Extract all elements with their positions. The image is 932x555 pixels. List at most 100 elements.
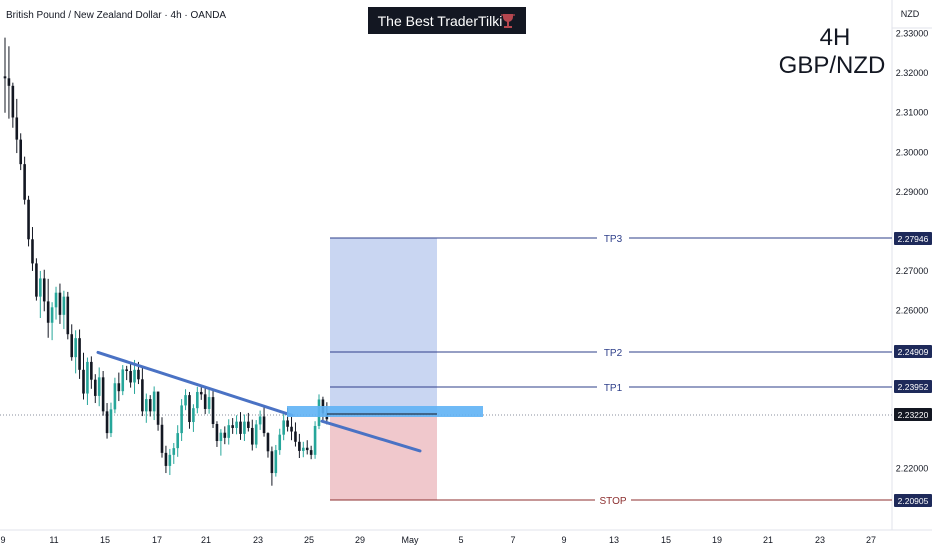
price-tick-label: 2.33000: [896, 29, 929, 39]
date-tick-label: 21: [201, 535, 211, 545]
candle-body: [250, 427, 254, 445]
candle-body: [78, 338, 81, 370]
stop-label-bg: [595, 492, 631, 508]
candle-body: [82, 369, 85, 394]
candle-body: [180, 405, 183, 434]
candle-body: [19, 139, 22, 165]
candle-body: [62, 296, 66, 315]
candle-body: [97, 377, 101, 396]
candle-body: [215, 424, 219, 442]
candle-body: [109, 409, 113, 434]
candle-body: [313, 425, 317, 455]
candle: [11, 82, 15, 128]
candle-body: [3, 76, 7, 79]
tp1-label: TP1: [604, 383, 623, 394]
brand-banner: [368, 7, 526, 34]
candle-body: [247, 421, 250, 428]
tp1-price: 2.23952: [898, 382, 929, 392]
candle: [203, 387, 207, 415]
candle: [180, 399, 183, 442]
timeframe-label: 4H: [820, 24, 851, 51]
candle-body: [282, 420, 285, 435]
candle: [42, 269, 46, 312]
price-tick-label: 2.27000: [896, 266, 929, 276]
candle: [235, 415, 238, 435]
current-price: 2.23220: [898, 410, 929, 420]
descending-trendline[interactable]: [96, 350, 294, 417]
candle: [176, 425, 179, 457]
candle-body: [39, 278, 42, 297]
candle: [39, 270, 42, 318]
candle-body: [243, 421, 246, 434]
candle: [82, 352, 85, 400]
candle: [211, 389, 215, 428]
date-tick-label: 19: [712, 535, 722, 545]
price-axis[interactable]: [892, 0, 932, 550]
candle: [129, 361, 132, 388]
candle-body: [101, 377, 105, 412]
candle: [145, 393, 148, 423]
candle-body: [7, 78, 11, 86]
candle-body: [262, 416, 266, 434]
candle-body: [294, 431, 297, 442]
stop-zone[interactable]: [330, 412, 437, 500]
currency-label: NZD: [901, 9, 920, 19]
candle: [3, 37, 7, 113]
tp3-price-badge: [894, 232, 932, 245]
candle-body: [35, 263, 38, 297]
candle: [172, 442, 176, 464]
date-tick-label: 15: [661, 535, 671, 545]
pair-label: GBP/NZD: [779, 52, 886, 79]
candle: [152, 386, 156, 421]
stop-label: STOP: [599, 496, 626, 507]
candle: [309, 445, 313, 460]
candle-body: [27, 199, 30, 240]
candle-body: [270, 451, 274, 474]
candle-body: [133, 369, 136, 383]
price-tick-label: 2.29000: [896, 187, 929, 197]
tp2-price-badge: [894, 345, 932, 358]
candle: [58, 283, 62, 324]
candle-body: [286, 420, 289, 427]
candle: [258, 410, 262, 430]
candle-body: [117, 383, 121, 392]
price-tick-label: 2.26000: [896, 305, 929, 315]
candle-body: [86, 361, 89, 394]
candle-body: [199, 391, 203, 395]
date-tick-label: 27: [866, 535, 876, 545]
candle: [164, 445, 168, 474]
tp1-label-bg: [597, 379, 629, 395]
candle: [290, 416, 293, 441]
target-zone[interactable]: [330, 238, 437, 412]
projection-line[interactable]: [320, 419, 422, 453]
candle: [247, 412, 250, 432]
candle: [223, 426, 227, 445]
trophy-icon: [501, 14, 515, 28]
candle-body: [31, 239, 34, 264]
candle: [97, 367, 101, 407]
candle: [90, 356, 93, 389]
candle-body: [309, 450, 313, 455]
price-tick-label: 2.32000: [896, 68, 929, 78]
entry-zone[interactable]: [287, 406, 483, 417]
candle-body: [137, 369, 140, 380]
date-tick-label: 9: [561, 535, 566, 545]
tp3-label: TP3: [604, 234, 623, 245]
candle: [50, 302, 54, 341]
candle-body: [278, 434, 282, 451]
price-tick-label: 2.22000: [896, 464, 929, 474]
candle-body: [58, 292, 62, 315]
candle-body: [290, 426, 293, 432]
candle-body: [46, 301, 50, 323]
candle-body: [227, 425, 231, 438]
candle: [27, 195, 30, 247]
symbol-title[interactable]: British Pound / New Zealand Dollar · 4h …: [6, 10, 226, 21]
candle: [15, 98, 19, 154]
candle-body: [302, 447, 305, 451]
date-tick-label: 25: [304, 535, 314, 545]
candle: [254, 420, 258, 449]
candle: [54, 286, 58, 320]
candle-body: [223, 432, 227, 438]
